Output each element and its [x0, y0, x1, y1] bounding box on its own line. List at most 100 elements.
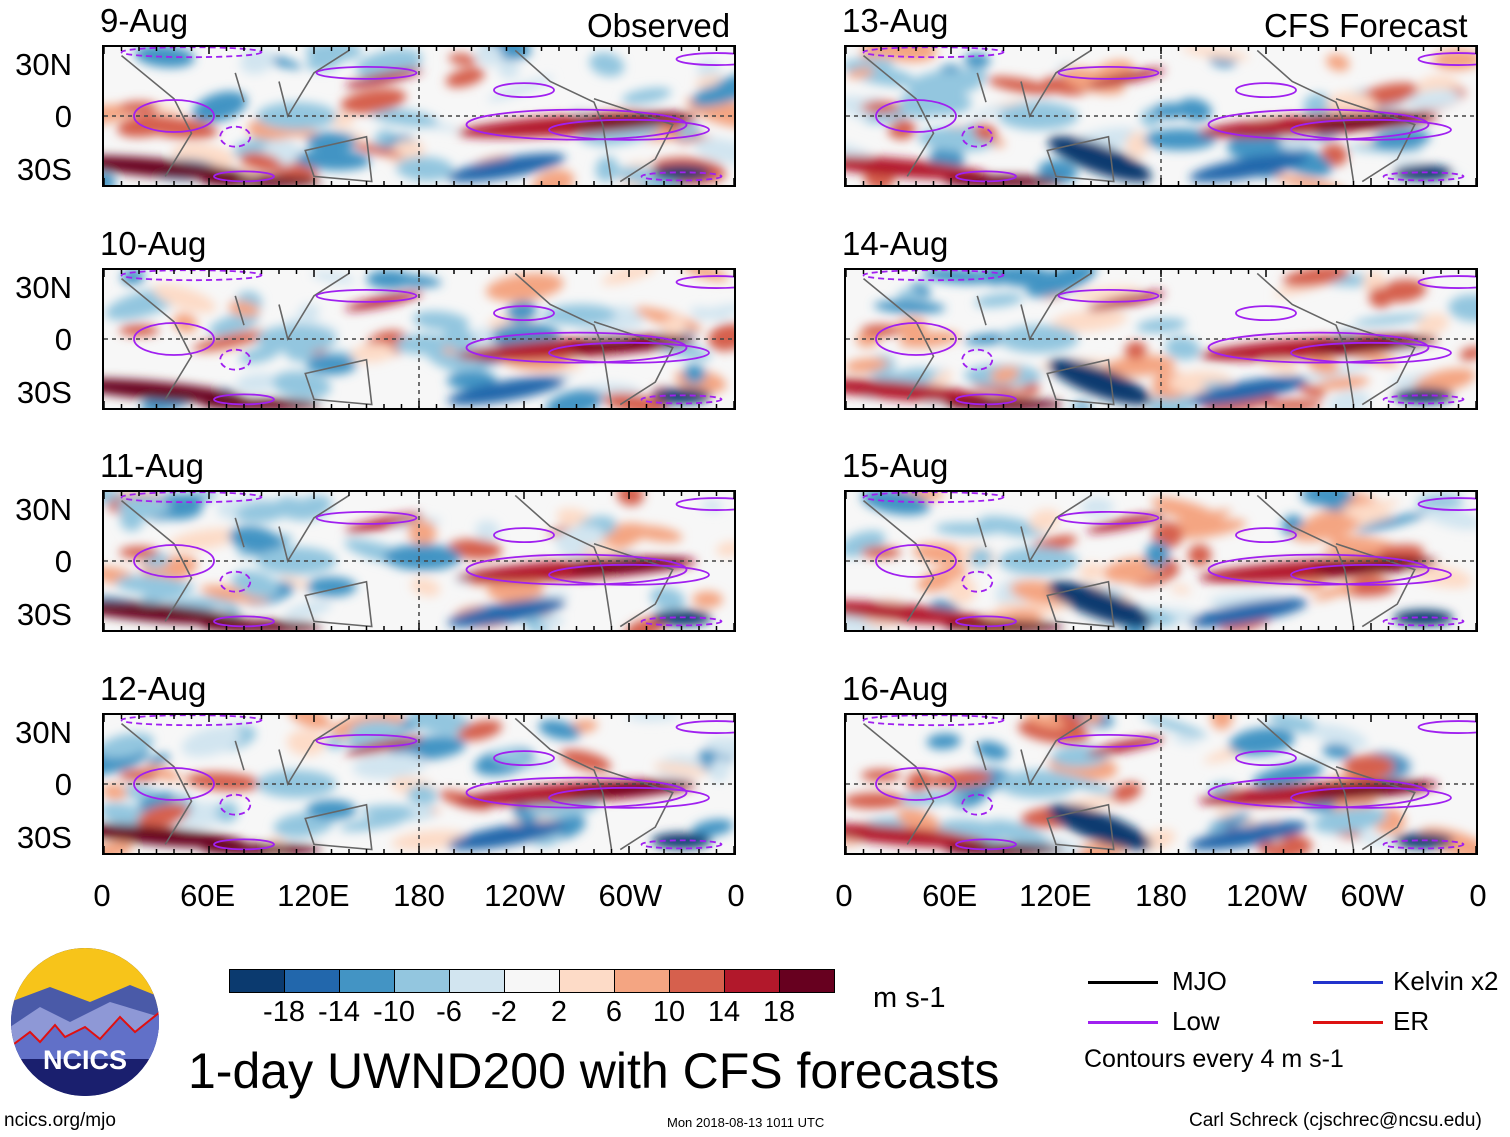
panel-date: 16-Aug [842, 670, 949, 707]
wind-anomaly-blob [1170, 584, 1191, 594]
lat-tick-label: 30S [16, 597, 72, 632]
low-contour [465, 776, 688, 809]
wind-anomaly-blob [913, 543, 974, 565]
wind-anomaly-blob [1275, 174, 1347, 185]
wind-anomaly-blob [626, 715, 679, 722]
low-contour [1417, 720, 1476, 734]
wind-anomaly-blob [653, 762, 708, 777]
lon-tick-label: 60E [180, 878, 236, 913]
map-panel [844, 45, 1478, 187]
wind-anomaly-blob [617, 492, 644, 506]
wind-anomaly-blob [240, 48, 275, 74]
wind-anomaly-blob [339, 815, 407, 832]
coastlines [120, 494, 674, 628]
wind-anomaly-blob [934, 522, 1001, 536]
wind-anomaly-blob [412, 310, 470, 331]
wind-anomaly-blob [650, 587, 686, 611]
wind-anomaly-blob [969, 548, 993, 568]
wind-anomaly-blob [1326, 54, 1350, 72]
wind-anomaly-blob [1252, 763, 1324, 787]
wind-anomaly-blob [208, 312, 259, 337]
legend-line-kelvin [1313, 981, 1383, 984]
wind-anomaly-blob [104, 841, 133, 853]
panel-date: 14-Aug [842, 225, 949, 262]
lat-tick-label: 30S [16, 820, 72, 855]
wind-anomaly-blob [1189, 598, 1308, 628]
wind-anomaly-blob [324, 736, 345, 750]
wind-anomaly-blob [630, 525, 683, 543]
wind-anomaly-blob [138, 792, 175, 811]
wind-anomaly-blob [348, 720, 407, 746]
low-contour [1207, 776, 1430, 809]
coastlines [862, 494, 1416, 628]
lon-tick-label: 60E [922, 878, 978, 913]
lon-tick-label: 120E [277, 878, 350, 913]
wind-anomaly-blob [887, 119, 916, 140]
wind-anomaly-blob [348, 142, 404, 158]
panel-date: 12-Aug [100, 670, 207, 707]
wind-anomaly-blob [369, 108, 439, 127]
wind-anomaly-blob [846, 67, 875, 79]
low-contour [961, 125, 994, 148]
colorbar-swatch [505, 970, 560, 992]
wind-anomaly-blob [908, 71, 959, 96]
lon-tick-label: 0 [93, 878, 111, 913]
wind-anomaly-blob [1024, 715, 1065, 729]
footer-url[interactable]: ncics.org/mjo [4, 1110, 116, 1131]
low-contour [548, 786, 710, 809]
lon-tick-label: 120W [1226, 878, 1308, 913]
low-contour [133, 322, 215, 356]
wind-anomaly-blob [409, 803, 432, 817]
wind-anomaly-blob [288, 715, 331, 729]
wind-anomaly-blob [538, 719, 581, 741]
contour-note: Contours every 4 m s-1 [1084, 1045, 1344, 1073]
wind-anomaly-blob [350, 343, 395, 363]
ncics-logo: NCICS [10, 947, 160, 1097]
map-panel [844, 268, 1478, 410]
wind-anomaly-blob [873, 300, 946, 314]
observed-label: Observed [587, 7, 731, 44]
low-contour [640, 839, 723, 850]
low-contour [675, 720, 734, 734]
lon-tick-label: 180 [1135, 878, 1187, 913]
wind-anomaly-blob [447, 153, 566, 183]
figure-title: 1-day UWND200 with CFS forecasts [188, 1043, 1000, 1099]
low-contour [315, 733, 418, 748]
coastlines [862, 717, 1416, 851]
wind-anomaly-blob [384, 544, 462, 571]
colorbar-swatch [725, 970, 780, 992]
legend-label-mjo: MJO [1172, 966, 1227, 996]
low-contour [1290, 341, 1452, 364]
wind-anomaly-blob [1316, 376, 1370, 390]
wind-anomaly-blob [475, 47, 503, 66]
wind-anomaly-blob [1311, 336, 1431, 352]
wind-anomaly-blob [137, 803, 190, 829]
low-contour [315, 288, 418, 303]
panel-date: 13-Aug [842, 2, 949, 39]
wind-anomaly-blob [1125, 131, 1150, 158]
wind-anomaly-blob [693, 304, 734, 320]
wind-anomaly-blob [694, 74, 722, 89]
lon-tick-label: 60W [598, 878, 663, 913]
wind-anomaly-blob [140, 583, 195, 604]
wind-anomaly-blob [1151, 497, 1225, 526]
map-panel [844, 713, 1478, 855]
wind-anomaly-blob [661, 316, 687, 337]
wind-anomaly-blob [1124, 341, 1147, 360]
low-contour [961, 348, 994, 371]
wind-anomaly-blob [557, 525, 605, 549]
wind-anomaly-blob [973, 123, 998, 142]
wind-anomaly-blob [1141, 715, 1207, 738]
wind-anomaly-blob [701, 499, 723, 513]
wind-anomaly-blob [846, 57, 894, 71]
low-contour [1417, 52, 1476, 66]
lon-tick-label: 120E [1019, 878, 1092, 913]
wind-anomaly-blob [624, 617, 666, 630]
wind-anomaly-blob [694, 138, 734, 165]
lon-tick-label: 0 [727, 878, 745, 913]
wind-anomaly-blob [228, 301, 260, 317]
wind-anomaly-blob [846, 823, 989, 848]
low-contour [133, 767, 215, 801]
wind-anomaly-blob [1228, 727, 1295, 756]
colorbar-tick-label: -2 [491, 996, 517, 1028]
